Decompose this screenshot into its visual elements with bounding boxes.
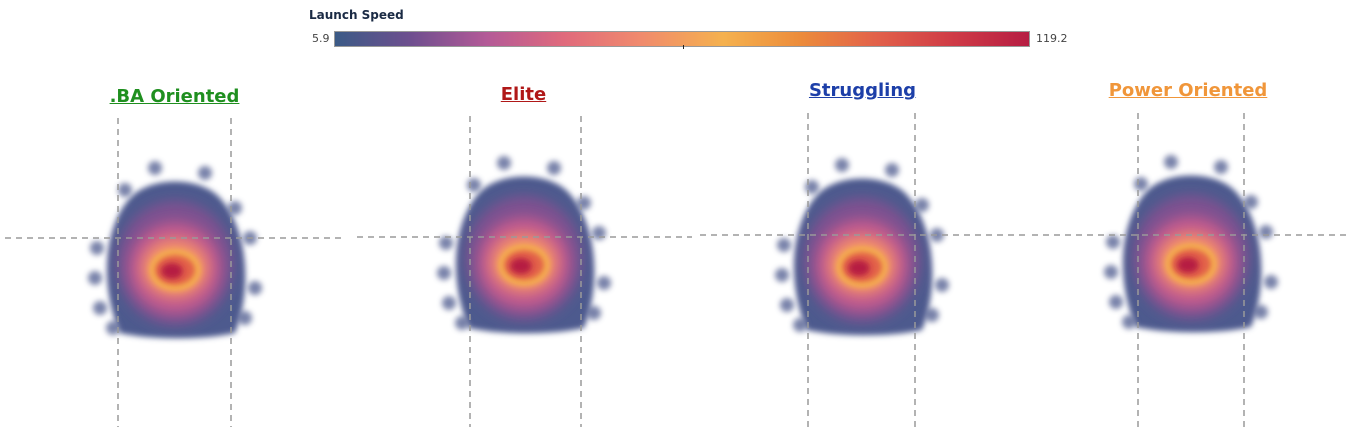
legend-title: Launch Speed [309,8,404,22]
heatmap-ba-oriented [5,118,345,427]
density-speck [915,198,929,212]
density-speck [1244,195,1258,209]
density-speck [777,238,791,252]
density-speck [597,276,611,290]
density-speck [793,318,807,332]
density-speck [587,306,601,320]
heatmap-power-oriented [1032,113,1346,427]
density-speck [248,281,262,295]
density-speck [592,226,606,240]
density-speck [885,163,899,177]
density-layers [437,156,611,334]
heatmap-panel-ba-oriented: .BA Oriented [0,60,345,427]
panel-title: Struggling [808,80,917,101]
density-speck [805,180,819,194]
density-speck [439,236,453,250]
density-speck [1106,235,1120,249]
density-speck [148,161,162,175]
legend-color-scale [334,31,1030,47]
density-speck [198,166,212,180]
legend-min-label: 5.9 [312,32,330,45]
density-speck [925,308,939,322]
heatmap-panel-struggling: Struggling [700,60,1025,427]
density-speck [547,161,561,175]
density-core [848,260,870,276]
density-speck [90,241,104,255]
density-speck [228,201,242,215]
legend-max-label: 119.2 [1036,32,1068,45]
density-speck [780,298,794,312]
density-speck [577,196,591,210]
density-core [1177,257,1199,273]
density-core [161,263,183,279]
density-speck [88,271,102,285]
density-speck [442,296,456,310]
density-speck [118,183,132,197]
density-speck [238,311,252,325]
heatmap-panel-elite: Elite [355,60,692,427]
density-speck [1254,305,1268,319]
panel-title: .BA Oriented [109,86,240,107]
legend-midpoint-tick [683,45,684,49]
density-speck [1109,295,1123,309]
density-speck [1134,177,1148,191]
density-speck [1164,155,1178,169]
density-speck [1214,160,1228,174]
density-speck [497,156,511,170]
panel-title: Elite [500,84,547,105]
panel-title: Power Oriented [1108,80,1268,101]
density-layers [1104,155,1278,333]
launch-speed-legend: Launch Speed 5.9 119.2 [0,0,1346,60]
heatmap-struggling [700,113,1025,427]
density-speck [455,316,469,330]
density-speck [1264,275,1278,289]
density-speck [467,178,481,192]
heatmap-elite [357,116,692,427]
density-core [510,258,532,274]
heatmap-panel-power-oriented: Power Oriented [1030,60,1346,427]
density-speck [1104,265,1118,279]
density-speck [1259,225,1273,239]
density-speck [835,158,849,172]
density-layers [775,158,949,336]
density-speck [1122,315,1136,329]
density-layers [88,161,262,339]
density-speck [775,268,789,282]
density-speck [93,301,107,315]
density-speck [437,266,451,280]
density-speck [106,321,120,335]
density-speck [935,278,949,292]
